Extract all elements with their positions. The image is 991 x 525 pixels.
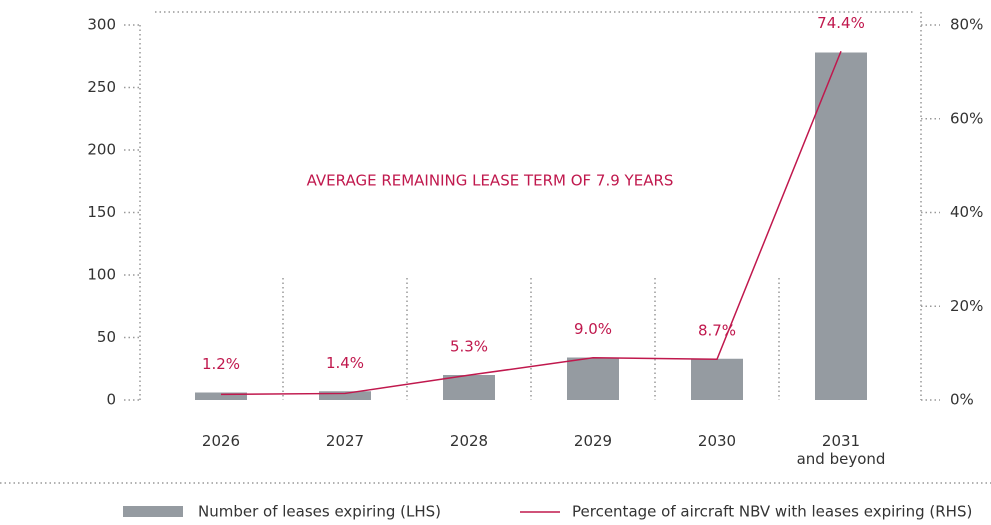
bar [195, 392, 247, 400]
x-tick-label: 2030 [697, 432, 737, 450]
y2-tick-label: 0% [950, 391, 974, 409]
x-tick-label: 2029 [573, 432, 613, 450]
x-tick-label: 2026 [201, 432, 241, 450]
value-label: 1.4% [326, 354, 364, 372]
value-label: 1.2% [202, 355, 240, 373]
x-tick-label: 2031 and beyond [796, 432, 886, 468]
y-tick-label: 150 [87, 203, 116, 221]
x-tick-label: 2027 [325, 432, 365, 450]
bar [567, 357, 619, 400]
y-tick-label: 300 [87, 16, 116, 34]
bar [443, 375, 495, 400]
y2-tick-label: 60% [950, 109, 983, 127]
value-label: 5.3% [450, 338, 488, 356]
x-tick-label: 2028 [449, 432, 489, 450]
annotation: AVERAGE REMAINING LEASE TERM OF 7.9 YEAR… [307, 172, 674, 190]
y2-tick-label: 80% [950, 16, 983, 34]
y-tick-label: 50 [97, 328, 116, 346]
bar [319, 391, 371, 400]
line [220, 50, 842, 396]
y-tick-label: 0 [106, 391, 116, 409]
y2-tick-label: 20% [950, 297, 983, 315]
value-label: 8.7% [698, 321, 736, 339]
y-tick-label: 250 [87, 78, 116, 96]
y-tick-label: 100 [87, 266, 116, 284]
value-label: 74.4% [817, 14, 865, 32]
bar [815, 52, 867, 400]
y-tick-label: 200 [87, 141, 116, 159]
legend-label: Percentage of aircraft NBV with leases e… [572, 503, 972, 521]
legend-swatch [123, 506, 183, 517]
value-label: 9.0% [574, 320, 612, 338]
legend-label: Number of leases expiring (LHS) [198, 503, 441, 521]
bar [691, 358, 743, 400]
y2-tick-label: 40% [950, 203, 983, 221]
